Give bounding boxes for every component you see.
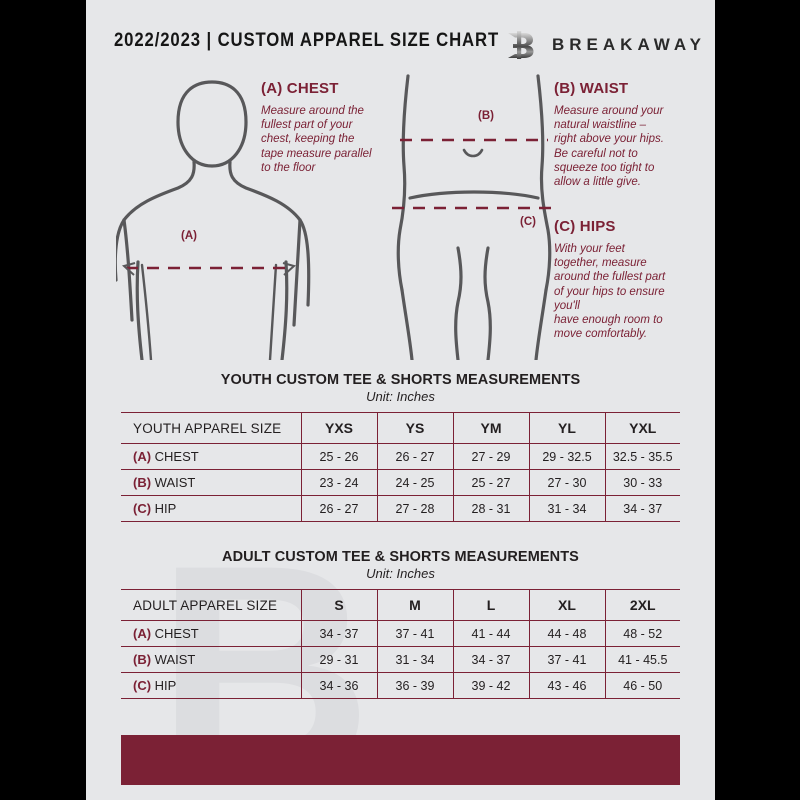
waist-heading: (B) WAIST [554, 80, 629, 97]
youth-row-label: (C) HIP [121, 495, 302, 522]
adult-measurement-cell: 34 - 37 [453, 646, 530, 673]
youth-size-column-header: YXS [301, 412, 378, 444]
adult-measurement-cell: 34 - 37 [301, 620, 378, 647]
youth-measurement-cell: 25 - 26 [301, 443, 378, 470]
adult-measurement-cell: 34 - 36 [301, 672, 378, 699]
youth-size-column-header: YS [377, 412, 454, 444]
chest-description-block: (A) CHEST Measure around the fullest par… [261, 80, 421, 175]
adult-measurement-cell: 41 - 45.5 [605, 646, 680, 673]
adult-size-header-cell: ADULT APPAREL SIZE [121, 589, 302, 621]
youth-size-table: YOUTH APPAREL SIZE YXS YS YM YL YXL (A) CHEST 2… [121, 412, 680, 522]
hips-body-text: With your feet together, measure around … [554, 243, 666, 341]
youth-size-column-header: YXL [605, 412, 680, 444]
youth-measurement-cell: 34 - 37 [605, 495, 680, 522]
adult-row-label: (C) HIP [121, 672, 302, 699]
chest-body-text: Measure around the fullest part of your … [261, 105, 372, 174]
adult-size-table: ADULT APPAREL SIZE S M L XL 2XL (A) CHEST 34 - … [121, 589, 680, 699]
hip-measure-line [392, 206, 552, 210]
adult-measurement-cell: 48 - 52 [605, 620, 680, 647]
table-row: (B) WAIST 23 - 24 24 - 25 25 - 27 27 - 30 30 … [121, 469, 680, 496]
youth-unit-label: Unit: Inches [366, 389, 435, 404]
youth-row-label: (B) WAIST [121, 469, 302, 496]
youth-measurement-cell: 32.5 - 35.5 [605, 443, 680, 470]
youth-measurement-cell: 30 - 33 [605, 469, 680, 496]
illustration-band: (A) [86, 70, 715, 362]
breakaway-b-logo-icon [504, 26, 542, 64]
adult-size-column-header: XL [529, 589, 606, 621]
adult-measurement-cell: 37 - 41 [529, 646, 606, 673]
adult-measurement-cell: 36 - 39 [377, 672, 454, 699]
youth-measurement-cell: 27 - 28 [377, 495, 454, 522]
youth-measurement-cell: 26 - 27 [301, 495, 378, 522]
table-row: (C) HIP 26 - 27 27 - 28 28 - 31 31 - 34 34 - … [121, 495, 680, 522]
adult-size-column-header: S [301, 589, 378, 621]
torso-figure [113, 70, 346, 365]
adult-size-column-header: M [377, 589, 454, 621]
table-row: (B) WAIST 29 - 31 31 - 34 34 - 37 37 - 41 41 … [121, 646, 680, 673]
chest-measure-label: (A) [181, 230, 197, 242]
waist-body-text: Measure around your natural waistline – … [554, 105, 664, 189]
page-header: 2022/2023 | CUSTOM APPAREL SIZE CHART [86, 26, 715, 62]
youth-measurement-cell: 25 - 27 [453, 469, 530, 496]
chest-heading: (A) CHEST [261, 80, 339, 97]
youth-measurement-cell: 28 - 31 [453, 495, 530, 522]
youth-size-column-header: YM [453, 412, 530, 444]
waist-description-block: (B) WAIST Measure around your natural wa… [554, 80, 704, 189]
youth-measurement-cell: 29 - 32.5 [529, 443, 606, 470]
youth-measurement-cell: 31 - 34 [529, 495, 606, 522]
adult-measurement-cell: 46 - 50 [605, 672, 680, 699]
table-row: (A) CHEST 25 - 26 26 - 27 27 - 29 29 - 32.5 3… [121, 443, 680, 470]
chest-measure-line [121, 262, 297, 276]
youth-table-header-row: YOUTH APPAREL SIZE YXS YS YM YL YXL [121, 412, 680, 444]
adult-measurement-cell: 29 - 31 [301, 646, 378, 673]
adult-measurement-cell: 43 - 46 [529, 672, 606, 699]
adult-measurement-cell: 44 - 48 [529, 620, 606, 647]
footer-bar [121, 735, 680, 785]
adult-measurement-cell: 41 - 44 [453, 620, 530, 647]
adult-size-column-header: L [453, 589, 530, 621]
brand-name: BREAKAWAY [552, 35, 706, 54]
youth-row-label: (A) CHEST [121, 443, 302, 470]
waist-measure-line [400, 138, 548, 142]
youth-table-body: YOUTH APPAREL SIZE YXS YS YM YL YXL (A) CHEST 2… [121, 412, 680, 522]
adult-table-header-row: ADULT APPAREL SIZE S M L XL 2XL [121, 589, 680, 621]
adult-size-column-header: 2XL [605, 589, 680, 621]
youth-measurement-cell: 24 - 25 [377, 469, 454, 496]
youth-measurement-cell: 27 - 29 [453, 443, 530, 470]
youth-measurement-cell: 26 - 27 [377, 443, 454, 470]
adult-table-body: ADULT APPAREL SIZE S M L XL 2XL (A) CHEST 34 - … [121, 589, 680, 699]
adult-measurement-cell: 37 - 41 [377, 620, 454, 647]
hips-heading: (C) HIPS [554, 218, 616, 235]
adult-unit-label: Unit: Inches [366, 566, 435, 581]
hips-description-block: (C) HIPS With your feet together, measur… [554, 218, 704, 341]
table-row: (A) CHEST 34 - 37 37 - 41 41 - 44 44 - 48 48 … [121, 620, 680, 647]
youth-section-title: YOUTH CUSTOM TEE & SHORTS MEASUREMENTS [220, 372, 581, 388]
waist-measure-label: (B) [478, 110, 494, 122]
adult-measurement-cell: 39 - 42 [453, 672, 530, 699]
youth-size-column-header: YL [529, 412, 606, 444]
hip-measure-label: (C) [520, 216, 536, 228]
page-title: 2022/2023 | CUSTOM APPAREL SIZE CHART [114, 30, 500, 51]
adult-section-title: ADULT CUSTOM TEE & SHORTS MEASUREMENTS [222, 549, 579, 565]
youth-measurement-cell: 23 - 24 [301, 469, 378, 496]
size-chart-sheet: B 2022/2023 | CUSTOM APPAREL SIZE CHART [86, 0, 715, 800]
adult-measurement-cell: 31 - 34 [377, 646, 454, 673]
youth-measurement-cell: 27 - 30 [529, 469, 606, 496]
table-row: (C) HIP 34 - 36 36 - 39 39 - 42 43 - 46 46 - … [121, 672, 680, 699]
youth-size-header-cell: YOUTH APPAREL SIZE [121, 412, 302, 444]
adult-row-label: (B) WAIST [121, 646, 302, 673]
hips-figure [396, 70, 566, 365]
adult-row-label: (A) CHEST [121, 620, 302, 647]
